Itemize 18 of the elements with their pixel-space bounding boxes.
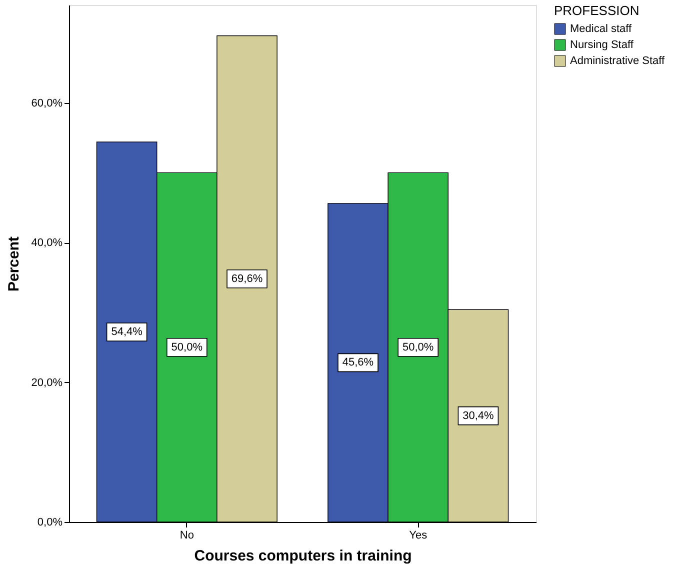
data-label: 54,4% <box>111 326 143 338</box>
legend-label: Administrative Staff <box>570 55 666 67</box>
y-tick-label: 60,0% <box>31 97 63 110</box>
data-label: 45,6% <box>342 356 374 369</box>
x-tick-label: Yes <box>409 530 428 542</box>
y-tick-label: 20,0% <box>31 376 63 389</box>
legend-label: Medical staff <box>570 23 632 35</box>
data-label: 50,0% <box>171 341 203 354</box>
x-tick-label: No <box>180 530 194 542</box>
x-axis-title: Courses computers in training <box>194 548 412 564</box>
data-label: 69,6% <box>231 272 263 285</box>
legend-label: Nursing Staff <box>570 39 634 51</box>
data-label: 50,0% <box>402 341 434 354</box>
y-tick-label: 0,0% <box>37 516 63 528</box>
y-tick-label: 40,0% <box>31 237 63 250</box>
data-label: 30,4% <box>462 410 494 422</box>
legend-title: PROFESSION <box>554 3 640 18</box>
y-axis-title: Percent <box>5 236 22 292</box>
